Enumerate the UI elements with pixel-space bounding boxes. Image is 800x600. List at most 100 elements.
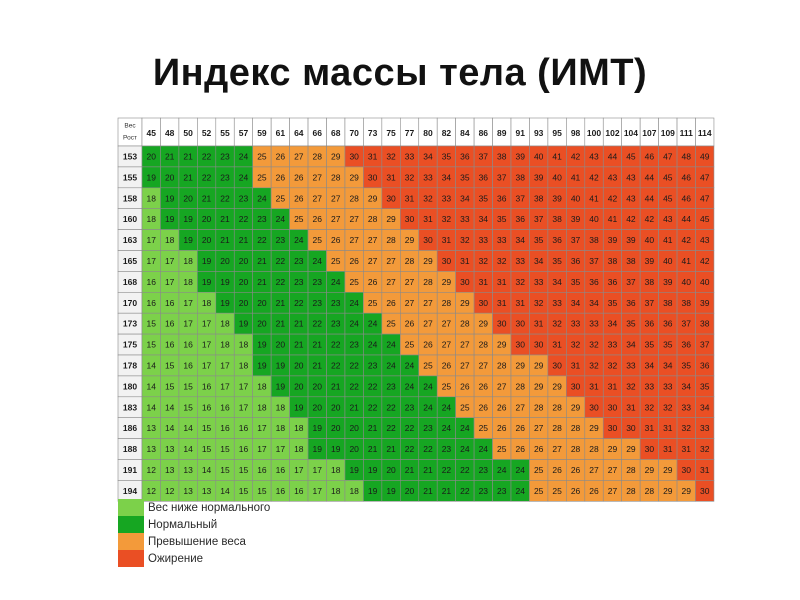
bmi-value: 38: [589, 235, 599, 245]
bmi-value: 28: [423, 277, 433, 287]
bmi-value: 22: [239, 214, 249, 224]
bmi-value: 17: [313, 486, 323, 496]
weight-tick-label: 95: [552, 128, 562, 138]
bmi-value: 30: [479, 298, 489, 308]
bmi-value: 36: [460, 151, 470, 161]
bmi-value: 27: [442, 319, 452, 329]
bmi-value: 18: [183, 256, 193, 266]
bmi-value: 28: [331, 172, 341, 182]
bmi-value: 36: [645, 319, 655, 329]
bmi-value: 28: [386, 235, 396, 245]
bmi-value: 29: [608, 444, 618, 454]
bmi-value: 25: [460, 402, 470, 412]
chart-title: Индекс массы тела (ИМТ): [152, 52, 648, 94]
bmi-value: 28: [626, 465, 636, 475]
bmi-value: 22: [349, 381, 359, 391]
weight-tick-label: 84: [460, 128, 470, 138]
corner-cell: [117, 117, 143, 147]
bmi-value: 21: [405, 465, 415, 475]
bmi-value: 29: [515, 360, 525, 370]
bmi-value: 27: [368, 256, 378, 266]
bmi-value: 31: [626, 402, 636, 412]
bmi-value: 24: [386, 340, 396, 350]
legend-swatch-underweight: [118, 499, 144, 516]
bmi-value: 40: [571, 193, 581, 203]
weight-tick-label: 98: [571, 128, 581, 138]
weight-tick-label: 111: [680, 128, 694, 138]
bmi-value: 23: [276, 235, 286, 245]
bmi-value: 12: [165, 486, 175, 496]
bmi-value: 33: [552, 298, 562, 308]
bmi-value: 14: [183, 444, 193, 454]
bmi-value: 37: [534, 214, 544, 224]
bmi-value: 19: [146, 172, 156, 182]
bmi-value: 26: [313, 214, 323, 224]
bmi-value: 29: [589, 423, 599, 433]
legend-label-normal: Нормальный: [148, 518, 218, 531]
bmi-value: 20: [257, 319, 267, 329]
legend-swatch-overweight: [118, 533, 144, 550]
height-tick-label: 168: [123, 277, 137, 287]
bmi-value: 20: [349, 444, 359, 454]
bmi-value: 27: [349, 214, 359, 224]
bmi-value: 32: [405, 172, 415, 182]
bmi-value: 15: [239, 486, 249, 496]
bmi-value: 30: [368, 172, 378, 182]
bmi-value: 29: [663, 465, 673, 475]
bmi-value: 48: [682, 151, 692, 161]
bmi-value: 20: [202, 235, 212, 245]
bmi-value: 41: [663, 235, 673, 245]
bmi-value: 24: [423, 381, 433, 391]
bmi-value: 32: [589, 360, 599, 370]
bmi-value: 22: [460, 486, 470, 496]
height-tick-label: 178: [123, 360, 137, 370]
bmi-value: 26: [423, 340, 433, 350]
bmi-value: 30: [423, 235, 433, 245]
bmi-value: 23: [313, 298, 323, 308]
bmi-value: 17: [146, 235, 156, 245]
bmi-value: 33: [608, 340, 618, 350]
bmi-value: 37: [682, 319, 692, 329]
bmi-value: 39: [645, 256, 655, 266]
bmi-value: 20: [239, 298, 249, 308]
bmi-value: 27: [331, 193, 341, 203]
bmi-value: 15: [202, 423, 212, 433]
height-tick-label: 160: [123, 214, 137, 224]
bmi-value: 43: [700, 235, 710, 245]
bmi-value: 12: [146, 486, 156, 496]
weight-tick-label: 55: [220, 128, 230, 138]
bmi-value: 31: [479, 277, 489, 287]
height-tick-label: 170: [123, 298, 137, 308]
bmi-value: 32: [534, 298, 544, 308]
legend-label-underweight: Вес ниже нормального: [148, 501, 271, 514]
bmi-value: 34: [589, 298, 599, 308]
bmi-value: 38: [626, 256, 636, 266]
bmi-value: 14: [146, 381, 156, 391]
bmi-value: 20: [276, 340, 286, 350]
weight-tick-label: 89: [497, 128, 507, 138]
bmi-value: 33: [479, 235, 489, 245]
bmi-value: 39: [663, 277, 673, 287]
bmi-value: 43: [608, 172, 618, 182]
bmi-value: 15: [239, 465, 249, 475]
bmi-value: 24: [405, 381, 415, 391]
bmi-value: 34: [663, 360, 673, 370]
bmi-value: 22: [349, 360, 359, 370]
bmi-value: 22: [386, 402, 396, 412]
bmi-value: 24: [442, 423, 452, 433]
bmi-value: 30: [405, 214, 415, 224]
bmi-value: 18: [257, 381, 267, 391]
bmi-value: 23: [220, 151, 230, 161]
legend-swatch-normal: [118, 516, 144, 533]
bmi-value: 41: [608, 214, 618, 224]
bmi-value: 23: [257, 214, 267, 224]
bmi-value: 21: [294, 340, 304, 350]
bmi-value: 34: [700, 402, 710, 412]
bmi-value: 17: [239, 402, 249, 412]
bmi-value: 25: [368, 298, 378, 308]
bmi-value: 24: [442, 402, 452, 412]
bmi-value: 33: [571, 319, 581, 329]
bmi-value: 16: [183, 340, 193, 350]
bmi-value: 19: [239, 319, 249, 329]
